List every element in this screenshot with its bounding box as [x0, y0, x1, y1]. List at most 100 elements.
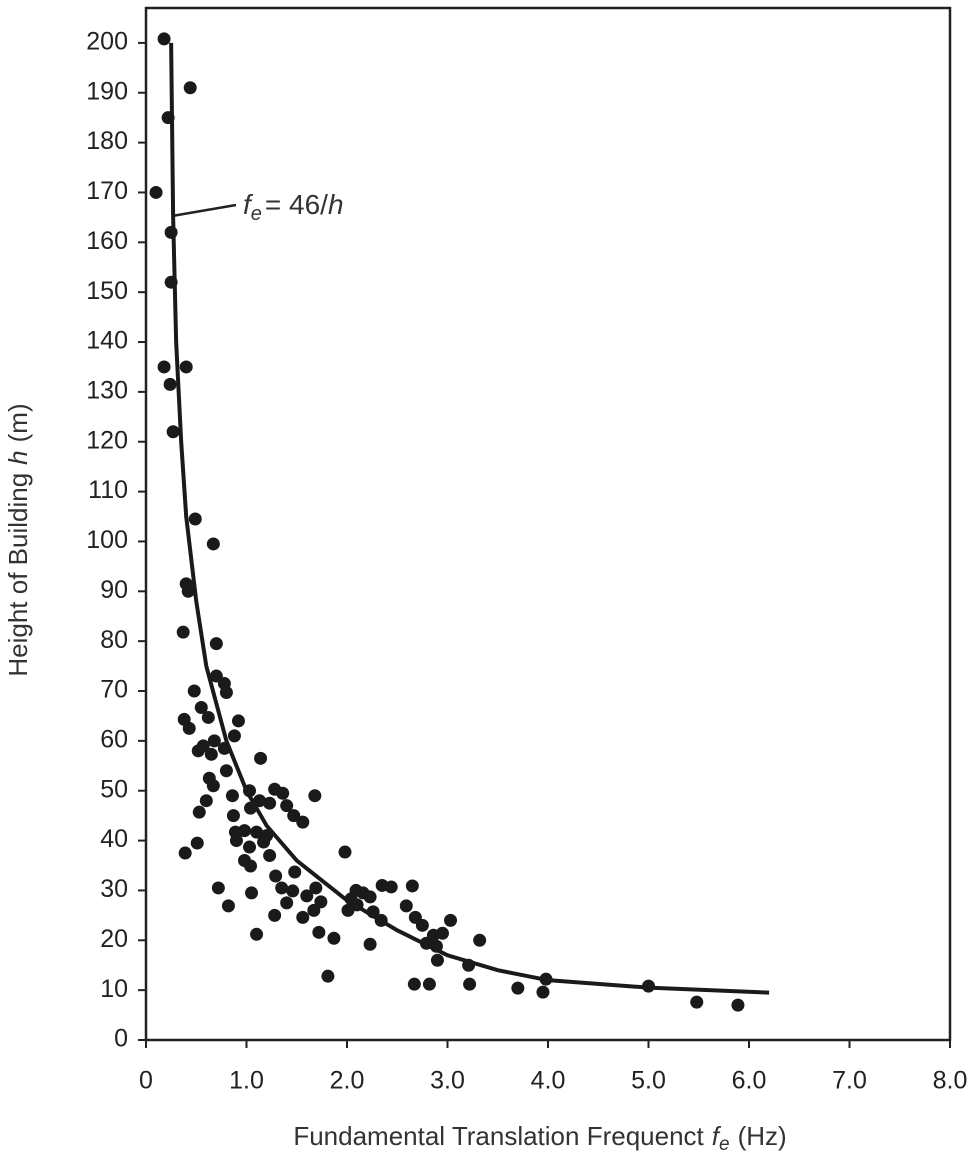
data-point [288, 865, 302, 879]
data-point [227, 729, 241, 743]
y-tick-label: 180 [86, 127, 128, 155]
x-tick-label: 1.0 [229, 1067, 264, 1095]
y-tick-label: 30 [100, 875, 128, 903]
data-point [245, 886, 259, 900]
data-point [182, 721, 196, 735]
x-tick-label: 8.0 [933, 1067, 968, 1095]
y-tick-label: 190 [86, 77, 128, 105]
data-point [422, 977, 436, 991]
data-point [399, 899, 413, 913]
data-point [178, 846, 192, 860]
data-point [300, 889, 314, 903]
data-point [308, 789, 322, 803]
y-tick-label: 50 [100, 775, 128, 803]
data-point [268, 908, 282, 922]
data-point [309, 881, 323, 895]
x-tick-label: 7.0 [832, 1067, 867, 1095]
data-point [188, 512, 202, 526]
y-tick-label: 170 [86, 177, 128, 205]
x-axis-label-unit: (Hz) [738, 1121, 787, 1151]
y-tick-label: 80 [100, 626, 128, 654]
data-point [366, 905, 380, 919]
data-point [327, 931, 341, 945]
data-point [211, 881, 225, 895]
data-point [217, 741, 231, 755]
y-tick-label: 150 [86, 277, 128, 305]
data-point [444, 913, 458, 927]
y-tick-label: 160 [86, 227, 128, 255]
x-tick-label: 6.0 [732, 1067, 767, 1095]
data-point [642, 979, 655, 993]
data-point [363, 937, 377, 951]
x-axis-label-sub: e [719, 1134, 730, 1155]
y-tick-label: 100 [86, 526, 128, 554]
y-tick-label: 0 [114, 1025, 128, 1053]
data-point [341, 903, 355, 917]
data-point [221, 899, 235, 913]
data-point [244, 859, 258, 873]
data-point [176, 625, 190, 639]
data-point [166, 425, 180, 439]
data-point [219, 764, 233, 778]
annotation-sub: e [251, 203, 262, 225]
data-point [201, 710, 215, 724]
data-point [263, 796, 277, 810]
data-point [209, 637, 223, 651]
data-point [219, 686, 233, 700]
data-point [161, 111, 175, 125]
y-tick-label: 70 [100, 676, 128, 704]
data-point [419, 936, 433, 950]
y-tick-label: 200 [86, 28, 128, 56]
data-point [187, 684, 201, 698]
x-tick-label: 5.0 [631, 1067, 666, 1095]
data-point [280, 799, 294, 813]
x-axis-label-text: Fundamental Translation Frequenct [293, 1121, 704, 1151]
data-point [206, 537, 220, 551]
data-point [164, 275, 178, 289]
data-point [179, 360, 193, 374]
data-point [194, 700, 208, 714]
data-point [225, 789, 239, 803]
x-tick-label: 0 [139, 1067, 153, 1095]
data-point [250, 927, 264, 941]
data-point [244, 801, 258, 815]
data-point [690, 995, 704, 1009]
data-point [253, 794, 267, 808]
data-point [254, 751, 268, 765]
y-tick-label: 130 [86, 376, 128, 404]
data-point [207, 734, 221, 748]
data-point [149, 185, 163, 199]
x-tick-label: 2.0 [330, 1067, 365, 1095]
data-point [536, 985, 550, 999]
data-point [243, 784, 257, 798]
data-point [275, 881, 289, 895]
data-point [286, 884, 300, 898]
data-point [157, 360, 171, 374]
data-point [276, 786, 290, 800]
data-point [190, 836, 204, 850]
data-point [374, 913, 388, 927]
data-point [226, 809, 240, 823]
data-point [384, 880, 398, 894]
data-point [183, 81, 197, 95]
data-point [731, 998, 745, 1012]
data-point [163, 377, 177, 391]
data-point [511, 981, 525, 995]
data-point [269, 869, 283, 883]
data-point [321, 969, 335, 983]
data-point [296, 815, 310, 829]
y-tick-label: 60 [100, 725, 128, 753]
y-tick-label: 10 [100, 975, 128, 1003]
y-axis-label-text: Height of Building [3, 473, 33, 677]
data-point [191, 744, 205, 758]
data-point [338, 845, 352, 859]
data-point [181, 584, 195, 598]
data-point [199, 794, 213, 808]
data-point [312, 925, 326, 939]
y-axis-label: Height of Building h (m) [3, 403, 33, 676]
annotation-text: = 46/ [265, 189, 328, 220]
annotation-var: f [243, 189, 254, 220]
data-point [280, 896, 294, 910]
data-point [192, 805, 206, 819]
y-axis-label-unit: (m) [3, 403, 33, 442]
